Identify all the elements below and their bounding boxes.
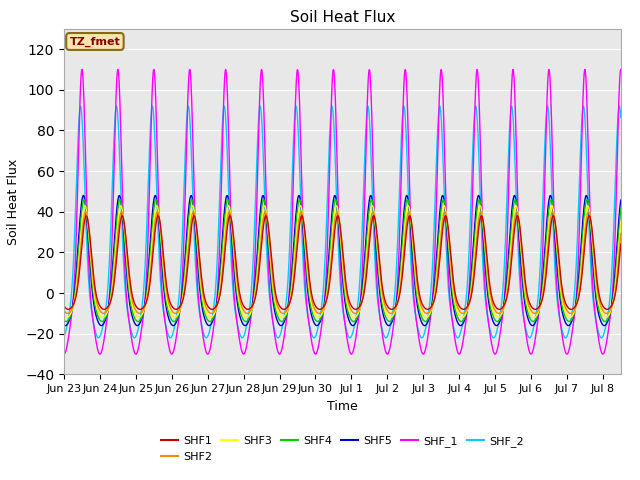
SHF2 — [617, 230, 625, 236]
Y-axis label: Soil Heat Flux: Soil Heat Flux — [6, 158, 20, 245]
SHF3 — [271, 300, 279, 305]
SHF5 — [617, 197, 625, 203]
SHF_2 — [544, 104, 552, 109]
Legend: SHF1, SHF2, SHF3, SHF4, SHF5, SHF_1, SHF_2: SHF1, SHF2, SHF3, SHF4, SHF5, SHF_1, SHF… — [157, 432, 528, 466]
SHF_2 — [172, 321, 179, 326]
SHF_1 — [617, 67, 625, 72]
SHF2 — [387, 311, 395, 316]
SHF3 — [544, 232, 552, 238]
SHF2 — [544, 244, 552, 250]
SHF2 — [271, 294, 279, 300]
Line: SHF1: SHF1 — [64, 216, 621, 309]
Line: SHF3: SHF3 — [64, 205, 621, 317]
SHF_1 — [171, 345, 179, 350]
SHF_2 — [166, 335, 174, 341]
SHF_1 — [60, 351, 68, 357]
SHF4 — [482, 259, 490, 265]
SHF_1 — [543, 96, 551, 102]
SHF4 — [493, 319, 501, 324]
SHF5 — [60, 322, 68, 328]
SHF_1 — [481, 288, 489, 293]
Text: TZ_fmet: TZ_fmet — [70, 36, 120, 47]
SHF4 — [617, 206, 625, 212]
SHF3 — [422, 314, 430, 320]
SHF3 — [60, 312, 68, 318]
SHF_2 — [221, 111, 229, 117]
SHF_2 — [272, 332, 280, 337]
SHF2 — [160, 265, 168, 271]
SHF4 — [171, 319, 179, 324]
Line: SHF4: SHF4 — [64, 200, 621, 322]
SHF2 — [60, 308, 68, 313]
SHF4 — [160, 279, 168, 285]
Line: SHF_1: SHF_1 — [64, 70, 621, 354]
SHF1 — [617, 241, 625, 247]
SHF2 — [171, 311, 179, 316]
SHF4 — [544, 218, 552, 224]
SHF1 — [271, 288, 279, 294]
SHF4 — [221, 217, 228, 223]
SHF2 — [482, 251, 490, 256]
SHF5 — [171, 322, 179, 328]
SHF4 — [476, 197, 483, 203]
SHF_2 — [148, 103, 156, 109]
SHF5 — [544, 207, 552, 213]
SHF_1 — [160, 310, 168, 316]
SHF3 — [160, 272, 168, 277]
Line: SHF_2: SHF_2 — [64, 106, 621, 338]
SHF3 — [171, 314, 179, 320]
SHF_1 — [271, 336, 279, 341]
SHF_2 — [617, 115, 625, 120]
Line: SHF5: SHF5 — [64, 195, 621, 325]
SHF_1 — [221, 75, 228, 81]
SHF4 — [271, 305, 279, 311]
SHF4 — [60, 317, 68, 323]
SHF1 — [160, 258, 168, 264]
SHF3 — [440, 203, 448, 208]
SHF1 — [334, 213, 342, 219]
SHF1 — [221, 252, 228, 258]
SHF1 — [544, 254, 552, 260]
SHF5 — [160, 287, 168, 293]
Line: SHF2: SHF2 — [64, 212, 621, 313]
SHF5 — [221, 205, 228, 211]
SHF1 — [352, 306, 360, 312]
SHF_2 — [482, 303, 490, 309]
SHF5 — [529, 323, 536, 328]
SHF1 — [171, 306, 179, 312]
SHF_2 — [60, 334, 68, 339]
SHF5 — [271, 311, 279, 316]
X-axis label: Time: Time — [327, 400, 358, 413]
SHF3 — [617, 218, 625, 224]
Title: Soil Heat Flux: Soil Heat Flux — [290, 10, 395, 25]
SHF3 — [482, 257, 490, 263]
SHF5 — [511, 192, 518, 198]
SHF_2 — [161, 315, 168, 321]
SHF1 — [482, 244, 490, 250]
SHF5 — [481, 263, 489, 269]
SHF2 — [221, 242, 228, 248]
SHF1 — [60, 303, 68, 309]
SHF2 — [405, 209, 413, 215]
SHF3 — [221, 230, 228, 236]
